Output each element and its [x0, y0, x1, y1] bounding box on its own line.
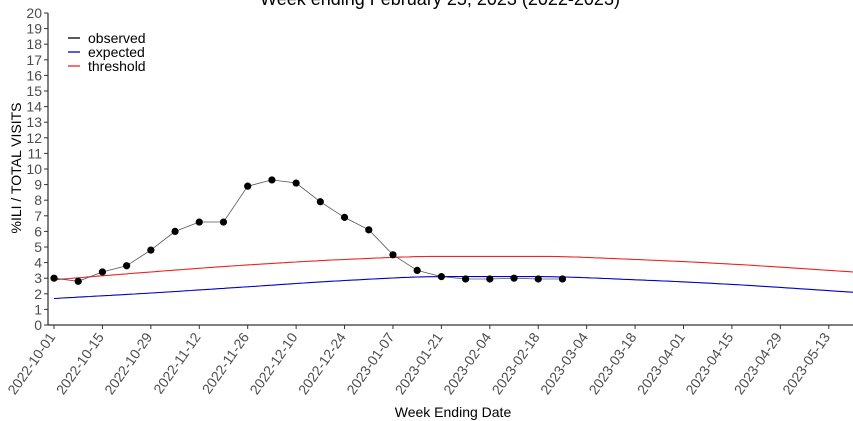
- observed-point: [510, 274, 518, 282]
- x-tick-label: 2022-11-26: [199, 329, 253, 396]
- observed-point: [98, 268, 107, 276]
- x-tick-label: 2022-10-01: [4, 329, 58, 397]
- y-tick-label: 10: [26, 161, 42, 177]
- y-tick-label: 16: [26, 67, 42, 83]
- y-tick-label: 9: [34, 177, 42, 193]
- observed-point: [316, 198, 324, 206]
- y-tick-label: 15: [26, 83, 42, 99]
- x-tick-label: 2023-04-29: [731, 329, 785, 397]
- y-tick-label: 8: [34, 192, 42, 208]
- observed-point: [219, 218, 228, 226]
- observed-point: [50, 274, 58, 282]
- y-tick-label: 1: [34, 301, 42, 317]
- x-tick-label: 2022-10-29: [101, 329, 155, 397]
- y-tick-label: 6: [34, 223, 42, 239]
- x-tick-label: 2023-04-15: [682, 329, 736, 397]
- x-tick-label: 2023-01-07: [343, 329, 397, 397]
- y-tick-label: 19: [26, 21, 42, 37]
- x-tick-label: 2023-05-13: [779, 329, 833, 397]
- observed-point: [244, 182, 252, 190]
- x-tick-label: 2022-12-10: [246, 329, 300, 397]
- x-tick-label: 2022-12-24: [295, 329, 349, 397]
- observed-point: [340, 213, 349, 221]
- y-tick-label: 0: [34, 317, 42, 333]
- series-line-expected: [53, 276, 853, 300]
- observed-point: [74, 277, 82, 285]
- x-tick-label: 2023-02-18: [489, 329, 543, 397]
- y-tick-label: 14: [26, 99, 42, 115]
- observed-point: [437, 273, 445, 281]
- x-tick-label: 2023-02-04: [440, 329, 494, 397]
- observed-point: [365, 226, 373, 234]
- y-tick-label: 17: [26, 52, 42, 68]
- observed-point: [486, 275, 494, 283]
- chart-title: Week ending February 25, 2023 (2022-2023…: [260, 0, 620, 9]
- observed-point: [558, 275, 567, 283]
- legend-label-expected: expected: [88, 44, 145, 60]
- y-tick-label: 7: [34, 208, 42, 224]
- x-axis-ticks: 2022-10-012022-10-152022-10-292022-11-12…: [4, 325, 833, 397]
- observed-point: [534, 275, 542, 283]
- x-tick-label: 2023-04-01: [634, 329, 688, 397]
- observed-point: [123, 262, 131, 270]
- y-tick-label: 20: [26, 5, 42, 21]
- x-tick-label: 2023-01-21: [392, 329, 446, 397]
- series-line-threshold: [53, 255, 853, 281]
- y-tick-label: 11: [27, 145, 42, 161]
- series-layer: [50, 176, 853, 300]
- y-tick-label: 5: [34, 239, 42, 255]
- y-tick-label: 3: [34, 270, 42, 286]
- observed-point: [147, 246, 155, 254]
- x-tick-label: 2023-03-04: [537, 329, 591, 397]
- x-tick-label: 2023-03-18: [585, 329, 639, 397]
- y-tick-label: 12: [26, 130, 42, 146]
- y-tick-label: 4: [34, 255, 42, 271]
- legend-label-observed: observed: [88, 30, 146, 46]
- observed-point: [268, 176, 276, 184]
- y-tick-label: 2: [34, 286, 42, 302]
- observed-point: [413, 266, 421, 274]
- observed-point: [171, 227, 179, 235]
- x-tick-label: 2022-11-12: [150, 329, 204, 396]
- x-tick-label: 2022-10-15: [53, 329, 107, 397]
- observed-point: [195, 218, 203, 226]
- y-axis-title: %ILI / TOTAL VISITS: [8, 103, 24, 234]
- legend-label-threshold: threshold: [88, 58, 146, 74]
- observed-point: [462, 275, 470, 283]
- x-axis-title: Week Ending Date: [395, 404, 512, 420]
- observed-point: [292, 179, 300, 187]
- observed-point: [389, 251, 397, 259]
- series-line-observed: [53, 179, 563, 282]
- y-tick-label: 18: [26, 36, 42, 52]
- y-tick-label: 13: [26, 114, 42, 130]
